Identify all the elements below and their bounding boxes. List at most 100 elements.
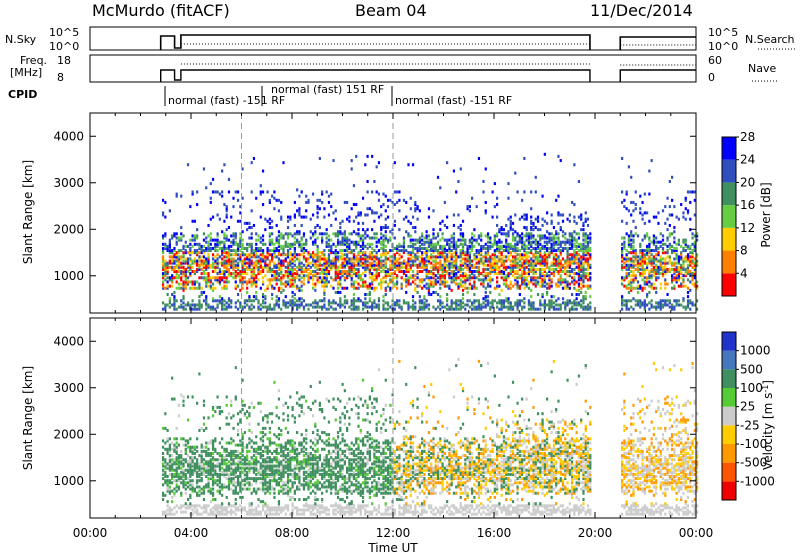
heatmap-cell <box>380 226 383 230</box>
heatmap-cell <box>173 462 176 466</box>
heatmap-cell <box>448 259 451 263</box>
heatmap-cell <box>175 265 178 269</box>
heatmap-cell <box>314 272 317 276</box>
heatmap-cell <box>186 244 190 248</box>
heatmap-cell <box>441 270 444 273</box>
heatmap-cell <box>471 263 474 267</box>
heatmap-cell <box>564 265 567 269</box>
heatmap-cell <box>259 257 262 261</box>
heatmap-cell <box>516 284 519 288</box>
heatmap-cell <box>311 270 315 273</box>
heatmap-cell <box>650 303 653 307</box>
heatmap-cell <box>239 274 242 278</box>
heatmap-cell <box>307 272 310 276</box>
heatmap-cell <box>505 267 508 271</box>
heatmap-cell <box>207 246 210 250</box>
heatmap-cell <box>559 251 562 255</box>
heatmap-cell <box>182 251 185 255</box>
heatmap-cell <box>696 299 699 303</box>
heatmap-cell <box>189 472 192 476</box>
heatmap-cell <box>355 246 358 250</box>
heatmap-cell <box>643 249 646 253</box>
heatmap-cell <box>325 259 328 263</box>
heatmap-cell <box>689 246 692 250</box>
heatmap-cell <box>334 265 337 269</box>
heatmap-cell <box>386 240 390 244</box>
heatmap-cell <box>289 284 292 288</box>
heatmap-cell <box>418 278 421 282</box>
heatmap-cell <box>177 466 181 470</box>
heatmap-cell <box>393 257 396 261</box>
heatmap-cell <box>530 190 533 194</box>
heatmap-cell <box>302 305 306 309</box>
heatmap-cell <box>530 232 533 236</box>
heatmap-cell <box>384 257 387 261</box>
heatmap-cell <box>450 263 453 267</box>
heatmap-cell <box>355 242 358 246</box>
heatmap-cell <box>284 274 287 278</box>
heatmap-cell <box>291 272 294 276</box>
heatmap-cell <box>255 297 258 301</box>
heatmap-cell <box>498 251 501 255</box>
heatmap-cell <box>214 238 217 242</box>
heatmap-cell <box>173 460 176 464</box>
heatmap-cell <box>386 272 390 276</box>
heatmap-cell <box>198 267 201 271</box>
heatmap-cell <box>216 244 219 248</box>
heatmap-cell <box>439 276 442 280</box>
heatmap-cell <box>664 272 667 276</box>
heatmap-cell <box>407 267 410 271</box>
heatmap-cell <box>166 451 169 455</box>
heatmap-cell <box>589 265 592 269</box>
heatmap-cell <box>548 251 551 255</box>
heatmap-cell <box>684 244 687 248</box>
heatmap-cell <box>530 236 533 240</box>
heatmap-cell <box>411 303 415 307</box>
heatmap-cell <box>277 259 281 263</box>
heatmap-cell <box>539 276 542 280</box>
heatmap-cell <box>166 270 169 273</box>
heatmap-cell <box>484 305 487 309</box>
heatmap-cell <box>552 272 556 276</box>
heatmap-cell <box>491 257 494 261</box>
heatmap-cell <box>293 280 296 284</box>
heatmap-cell <box>318 263 321 267</box>
heatmap-cell <box>548 286 551 290</box>
heatmap-cell <box>557 257 560 261</box>
heatmap-cell <box>225 234 228 238</box>
heatmap-cell <box>680 251 683 255</box>
heatmap-cell <box>673 261 676 265</box>
heatmap-cell <box>359 251 362 255</box>
heatmap-cell <box>180 481 183 485</box>
heatmap-cell <box>234 305 237 309</box>
heatmap-cell <box>325 270 328 273</box>
heatmap-cell <box>432 232 435 236</box>
heatmap-cell <box>552 257 556 261</box>
heatmap-cell <box>216 276 219 280</box>
heatmap-cell <box>466 276 469 280</box>
heatmap-cell <box>639 242 642 246</box>
heatmap-cell <box>177 259 181 263</box>
heatmap-cell <box>414 238 417 242</box>
heatmap-cell <box>489 272 492 276</box>
heatmap-cell <box>184 491 187 495</box>
heatmap-cell <box>325 265 328 269</box>
heatmap-cell <box>621 242 624 246</box>
heatmap-cell <box>239 278 242 282</box>
heatmap-cell <box>398 198 401 202</box>
heatmap-cell <box>686 295 690 299</box>
heatmap-cell <box>571 242 574 246</box>
heatmap-cell <box>457 284 460 288</box>
heatmap-cell <box>668 244 671 248</box>
heatmap-cell <box>539 259 542 263</box>
heatmap-cell <box>364 282 367 286</box>
heatmap-cell <box>168 468 171 472</box>
heatmap-cell <box>511 238 515 242</box>
heatmap-cell <box>496 259 499 263</box>
heatmap-cell <box>518 253 521 257</box>
heatmap-cell <box>505 280 508 284</box>
heatmap-cell <box>259 190 262 194</box>
heatmap-cell <box>339 240 342 244</box>
heatmap-cell <box>459 228 462 232</box>
heatmap-cell <box>348 267 351 271</box>
